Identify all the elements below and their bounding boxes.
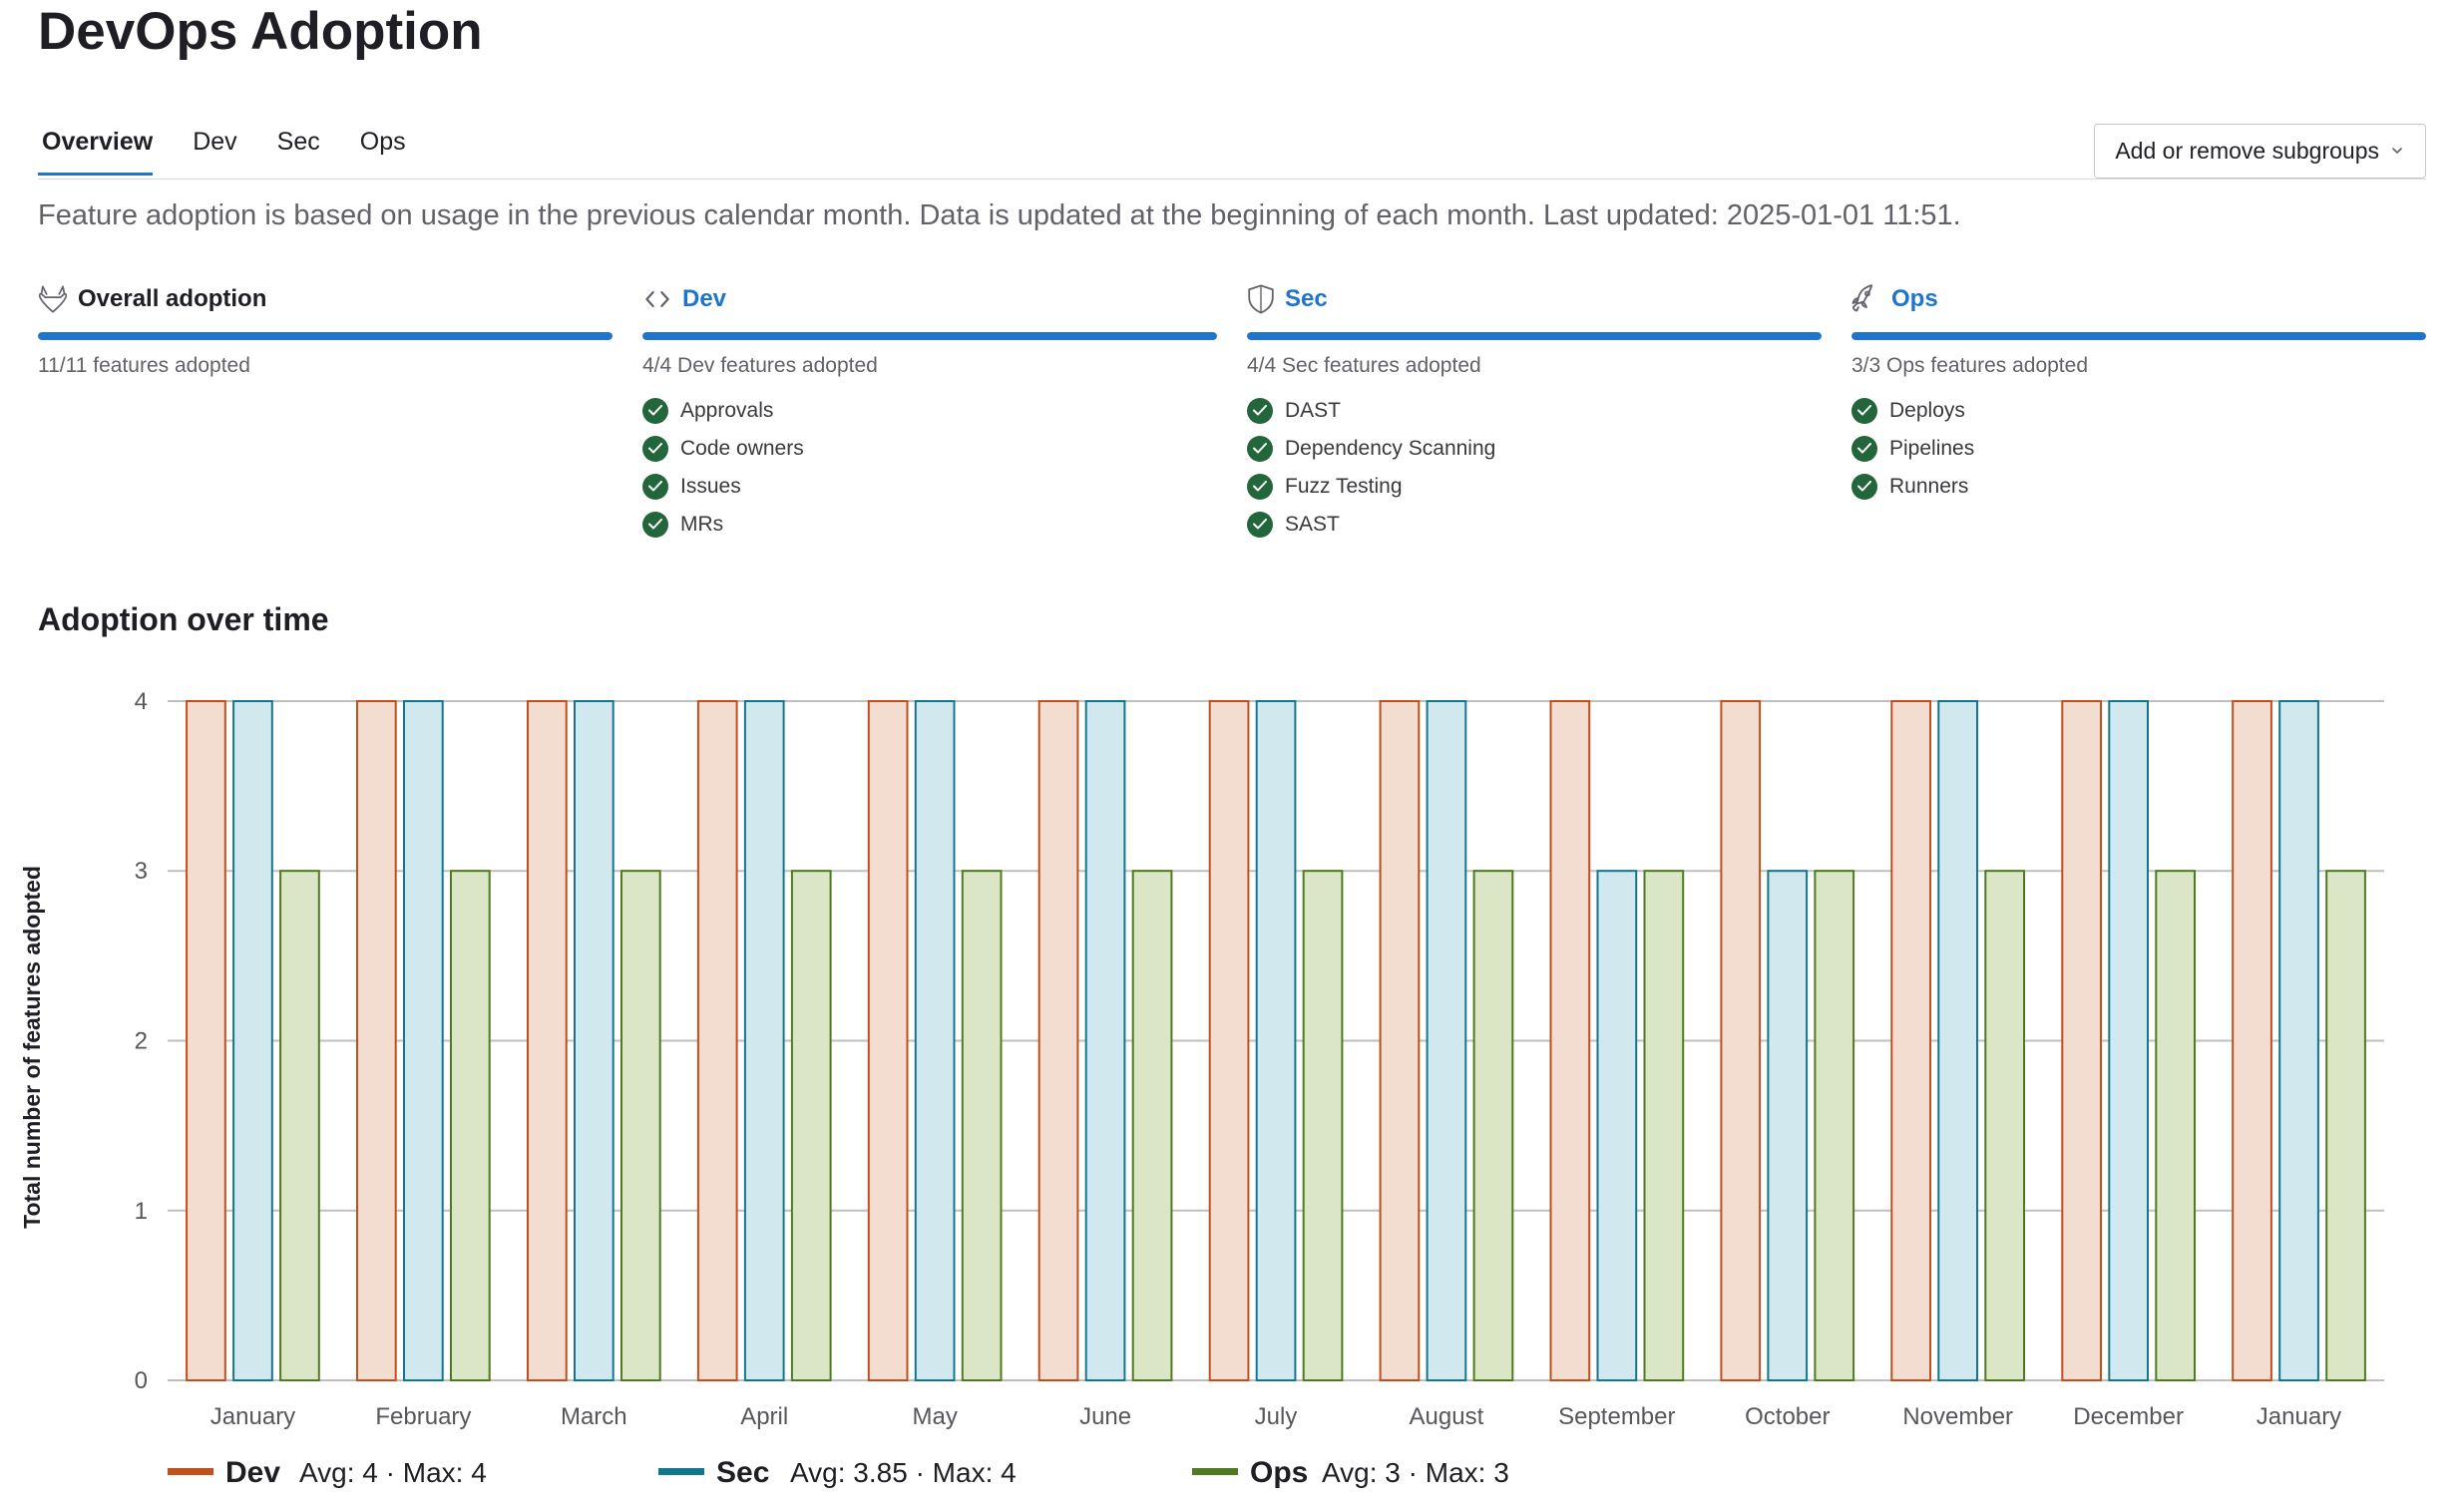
svg-text:July: July: [1255, 1403, 1298, 1430]
svg-text:Dev: Dev: [225, 1456, 280, 1489]
svg-text:Sec: Sec: [716, 1456, 769, 1489]
svg-text:Avg: 3.85 · Max: 4: Avg: 3.85 · Max: 4: [790, 1457, 1017, 1488]
svg-text:4: 4: [135, 688, 148, 715]
svg-text:February: February: [375, 1403, 471, 1430]
svg-text:2: 2: [135, 1028, 148, 1055]
svg-text:October: October: [1745, 1403, 1830, 1430]
svg-text:Avg: 4 · Max: 4: Avg: 4 · Max: 4: [299, 1457, 487, 1488]
svg-text:June: June: [1079, 1403, 1131, 1430]
svg-text:1: 1: [135, 1198, 148, 1225]
svg-text:3: 3: [135, 858, 148, 885]
svg-text:September: September: [1558, 1403, 1675, 1430]
svg-text:April: April: [740, 1403, 788, 1430]
svg-text:March: March: [561, 1403, 627, 1430]
svg-text:August: August: [1410, 1403, 1484, 1430]
svg-text:May: May: [913, 1403, 958, 1430]
svg-text:Total number of features adopt: Total number of features adopted: [19, 866, 45, 1229]
svg-text:November: November: [1902, 1403, 2013, 1430]
svg-text:December: December: [2073, 1403, 2184, 1430]
svg-text:January: January: [2257, 1403, 2341, 1430]
svg-text:0: 0: [135, 1367, 148, 1394]
svg-text:Ops: Ops: [1250, 1456, 1308, 1489]
svg-text:January: January: [210, 1403, 295, 1430]
svg-text:Avg: 3 · Max: 3: Avg: 3 · Max: 3: [1322, 1457, 1509, 1488]
